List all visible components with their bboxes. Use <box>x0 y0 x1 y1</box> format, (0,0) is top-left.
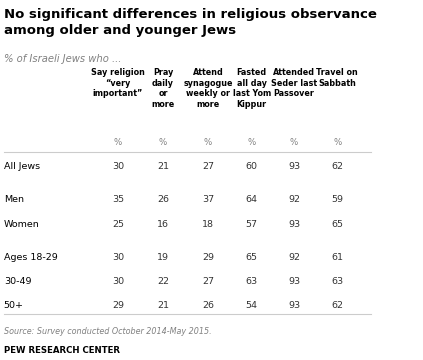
Text: 18: 18 <box>202 220 214 229</box>
Text: 65: 65 <box>246 253 258 262</box>
Text: 63: 63 <box>246 277 258 286</box>
Text: %: % <box>247 138 256 147</box>
Text: 61: 61 <box>331 253 343 262</box>
Text: Women: Women <box>4 220 39 229</box>
Text: 26: 26 <box>157 195 169 204</box>
Text: Attended
Seder last
Passover: Attended Seder last Passover <box>271 68 317 98</box>
Text: All Jews: All Jews <box>4 162 40 171</box>
Text: 93: 93 <box>288 301 300 310</box>
Text: %: % <box>290 138 298 147</box>
Text: %: % <box>159 138 167 147</box>
Text: 27: 27 <box>202 277 214 286</box>
Text: 25: 25 <box>112 220 124 229</box>
Text: 19: 19 <box>157 253 169 262</box>
Text: 30: 30 <box>112 253 124 262</box>
Text: 92: 92 <box>288 253 300 262</box>
Text: 64: 64 <box>246 195 258 204</box>
Text: 63: 63 <box>331 277 343 286</box>
Text: %: % <box>204 138 212 147</box>
Text: 57: 57 <box>246 220 258 229</box>
Text: 30: 30 <box>112 162 124 171</box>
Text: 21: 21 <box>157 162 169 171</box>
Text: 37: 37 <box>202 195 214 204</box>
Text: Pray
daily
or
more: Pray daily or more <box>151 68 175 108</box>
Text: 22: 22 <box>157 277 169 286</box>
Text: Ages 18-29: Ages 18-29 <box>4 253 58 262</box>
Text: 54: 54 <box>246 301 258 310</box>
Text: 62: 62 <box>331 162 343 171</box>
Text: %: % <box>114 138 122 147</box>
Text: 93: 93 <box>288 277 300 286</box>
Text: 30: 30 <box>112 277 124 286</box>
Text: PEW RESEARCH CENTER: PEW RESEARCH CENTER <box>4 346 120 355</box>
Text: 27: 27 <box>202 162 214 171</box>
Text: 92: 92 <box>288 195 300 204</box>
Text: 21: 21 <box>157 301 169 310</box>
Text: 26: 26 <box>202 301 214 310</box>
Text: %: % <box>333 138 341 147</box>
Text: 30-49: 30-49 <box>4 277 31 286</box>
Text: Fasted
all day
last Yom
Kippur: Fasted all day last Yom Kippur <box>233 68 271 108</box>
Text: Attend
synagogue
weekly or
more: Attend synagogue weekly or more <box>183 68 233 108</box>
Text: 93: 93 <box>288 220 300 229</box>
Text: Say religion
“very
important”: Say religion “very important” <box>91 68 145 98</box>
Text: Source: Survey conducted October 2014-May 2015.: Source: Survey conducted October 2014-Ma… <box>4 328 211 337</box>
Text: Men: Men <box>4 195 24 204</box>
Text: 35: 35 <box>112 195 124 204</box>
Text: 93: 93 <box>288 162 300 171</box>
Text: 60: 60 <box>246 162 258 171</box>
Text: 65: 65 <box>331 220 343 229</box>
Text: 29: 29 <box>112 301 124 310</box>
Text: No significant differences in religious observance
among older and younger Jews: No significant differences in religious … <box>4 8 376 37</box>
Text: 29: 29 <box>202 253 214 262</box>
Text: 59: 59 <box>331 195 343 204</box>
Text: 16: 16 <box>157 220 169 229</box>
Text: 50+: 50+ <box>4 301 24 310</box>
Text: 62: 62 <box>331 301 343 310</box>
Text: Travel on
Sabbath: Travel on Sabbath <box>316 68 358 88</box>
Text: % of Israeli Jews who ...: % of Israeli Jews who ... <box>4 54 121 64</box>
